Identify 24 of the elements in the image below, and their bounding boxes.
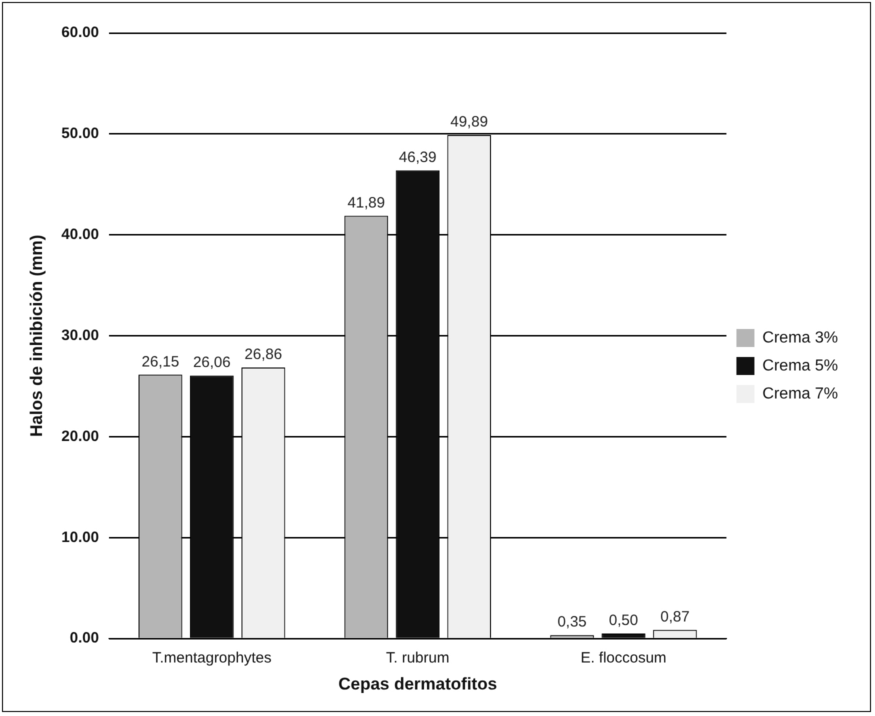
data-label: 26,86	[244, 346, 282, 364]
data-label: 41,89	[347, 194, 385, 212]
data-label: 0,50	[608, 612, 638, 630]
legend-label: Crema 5%	[762, 357, 838, 374]
data-label: 0,87	[660, 608, 690, 626]
data-label: 26,15	[142, 353, 180, 370]
legend-label: Crema 3%	[762, 329, 838, 346]
x-tick-label: E. floccosum	[580, 650, 666, 667]
x-axis-title: Cepas dermatofitos	[338, 674, 498, 694]
data-label: 49,89	[450, 114, 488, 131]
y-tick-label: 0.00	[70, 630, 99, 647]
data-label: 46,39	[398, 149, 436, 166]
y-tick-label: 40.00	[61, 226, 99, 244]
y-tick-label: 60.00	[61, 24, 99, 42]
x-tick-label: T. rubrum	[386, 650, 450, 667]
y-tick-label: 50.00	[61, 125, 99, 142]
x-tick-label: T.mentagrophytes	[152, 650, 272, 667]
y-tick-label: 10.00	[61, 528, 99, 546]
data-label: 26,06	[193, 354, 231, 372]
y-axis-title: Halos de inhibición (mm)	[26, 234, 46, 437]
legend-label: Crema 7%	[762, 385, 838, 402]
y-tick-label: 20.00	[61, 428, 99, 445]
data-label: 0,35	[557, 614, 587, 631]
y-tick-label: 30.00	[61, 326, 99, 344]
